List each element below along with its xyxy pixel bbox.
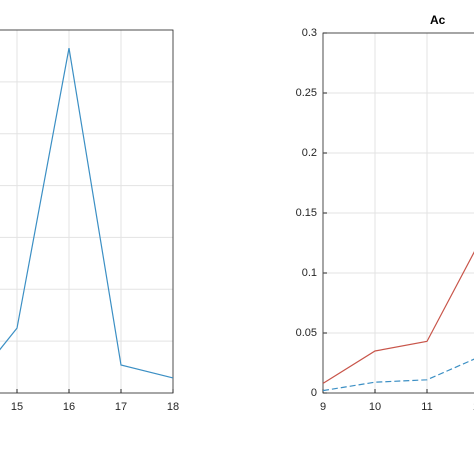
- x-tick-label: 12: [473, 401, 474, 413]
- x-tick-label: 10: [369, 401, 381, 413]
- y-tick-label: 0: [311, 387, 317, 399]
- x-tick-label: 9: [320, 401, 326, 413]
- y-tick-label: 0.1: [302, 267, 317, 279]
- axes-box: [0, 29, 174, 394]
- y-tick-label: 0.15: [296, 207, 317, 219]
- chart-title: Ac: [430, 13, 446, 27]
- axes-box: [322, 32, 474, 394]
- x-tick-label: 18: [167, 401, 179, 413]
- y-tick-label: 0.2: [302, 147, 317, 159]
- x-tick-label: 17: [115, 401, 127, 413]
- x-tick-label: 15: [11, 401, 23, 413]
- series-line: [0, 48, 174, 379]
- x-tick-label: 16: [63, 401, 75, 413]
- x-tick-label: 11: [421, 401, 432, 413]
- y-tick-label: 0.3: [302, 27, 317, 39]
- series-line: [322, 251, 474, 384]
- y-tick-label: 0.05: [296, 327, 317, 339]
- plot-area: [0, 30, 173, 393]
- y-tick-label: 0.25: [296, 87, 317, 99]
